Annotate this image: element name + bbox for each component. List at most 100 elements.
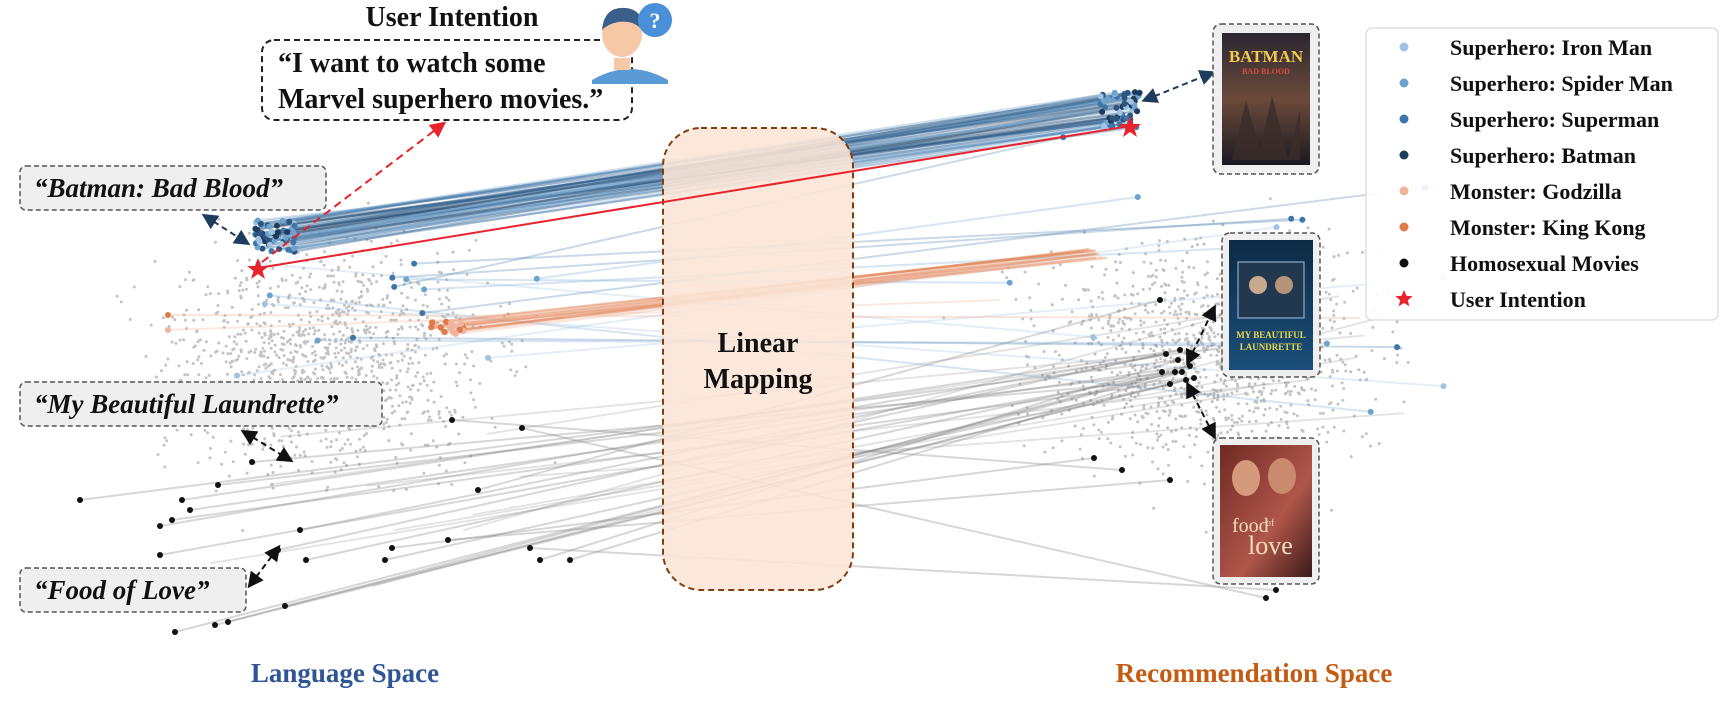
background-point (347, 336, 351, 340)
background-point (1168, 311, 1172, 315)
embedding-point (441, 328, 448, 336)
background-point (374, 325, 378, 329)
background-point (409, 432, 413, 436)
background-point (292, 355, 296, 359)
background-point (380, 274, 384, 278)
background-point (402, 354, 406, 358)
background-point (1124, 389, 1128, 393)
background-point (230, 305, 234, 309)
background-point (390, 404, 394, 408)
background-point (1211, 219, 1215, 223)
background-point (309, 272, 313, 276)
background-point (366, 327, 370, 331)
background-point (1344, 369, 1348, 373)
background-point (359, 290, 363, 294)
background-point (1211, 320, 1215, 324)
background-point (344, 338, 348, 342)
background-point (378, 316, 382, 319)
background-point (1131, 366, 1135, 369)
background-point (1198, 375, 1202, 379)
background-point (400, 417, 404, 421)
background-point (1185, 332, 1189, 336)
background-point (437, 463, 441, 467)
legend-marker (1399, 114, 1409, 124)
background-point (1101, 326, 1105, 330)
embedding-point (215, 482, 221, 488)
background-point (1081, 384, 1085, 388)
background-point (128, 317, 132, 321)
background-point (1215, 277, 1219, 281)
background-point (451, 311, 455, 315)
background-point (349, 347, 353, 351)
background-point (397, 404, 401, 408)
background-point (250, 307, 254, 311)
background-point (437, 288, 441, 292)
background-point (255, 369, 259, 373)
background-point (328, 338, 331, 342)
background-point (301, 330, 305, 333)
background-point (297, 328, 301, 332)
background-point (383, 363, 387, 367)
background-point (1133, 312, 1137, 316)
background-point (1151, 309, 1155, 313)
background-point (1222, 382, 1226, 386)
background-point (370, 282, 373, 286)
background-point (472, 398, 475, 402)
embedding-point (411, 260, 418, 267)
background-point (1144, 304, 1147, 308)
linear-mapping-box: Linear Mapping (662, 127, 854, 591)
background-point (438, 456, 442, 460)
background-point (1179, 386, 1183, 390)
background-point (342, 258, 346, 262)
background-point (1328, 402, 1331, 406)
background-point (1172, 360, 1176, 364)
background-point (292, 368, 296, 372)
background-point (357, 300, 361, 304)
background-point (469, 391, 473, 395)
background-point (206, 285, 210, 289)
background-point (268, 376, 272, 380)
embedding-point (382, 557, 388, 563)
background-point (411, 361, 414, 365)
background-point (405, 370, 409, 374)
background-point (326, 303, 330, 307)
background-point (400, 442, 404, 446)
background-point (1141, 342, 1145, 346)
embedding-point (537, 557, 543, 563)
background-point (1024, 339, 1027, 343)
background-point (1203, 273, 1207, 277)
background-point (320, 375, 324, 379)
background-point (342, 310, 346, 314)
callout-batman: “Batman: Bad Blood” (19, 165, 327, 211)
background-point (1154, 268, 1158, 272)
background-point (196, 358, 200, 362)
background-point (1097, 295, 1101, 299)
background-point (1161, 472, 1165, 476)
background-point (1173, 310, 1177, 313)
background-point (1202, 368, 1206, 372)
embedding-point (1179, 369, 1185, 375)
background-point (293, 453, 297, 457)
embedding-point (519, 425, 525, 431)
embedding-point (533, 275, 540, 282)
background-point (1343, 363, 1347, 367)
embedding-point (1111, 89, 1118, 96)
background-point (354, 272, 358, 276)
background-point (1089, 375, 1093, 379)
background-point (1115, 268, 1119, 272)
background-point (1256, 406, 1260, 410)
background-point (1146, 412, 1150, 416)
background-point (192, 318, 196, 322)
background-point (325, 365, 329, 369)
background-point (1174, 341, 1178, 345)
background-point (1133, 368, 1137, 372)
background-point (298, 276, 302, 280)
background-point (259, 377, 263, 381)
embedding-point (1183, 377, 1189, 383)
background-point (1395, 361, 1399, 364)
background-point (1264, 429, 1268, 433)
background-point (1080, 367, 1084, 371)
background-point (291, 322, 295, 326)
background-point (1060, 439, 1064, 443)
background-point (425, 316, 429, 320)
